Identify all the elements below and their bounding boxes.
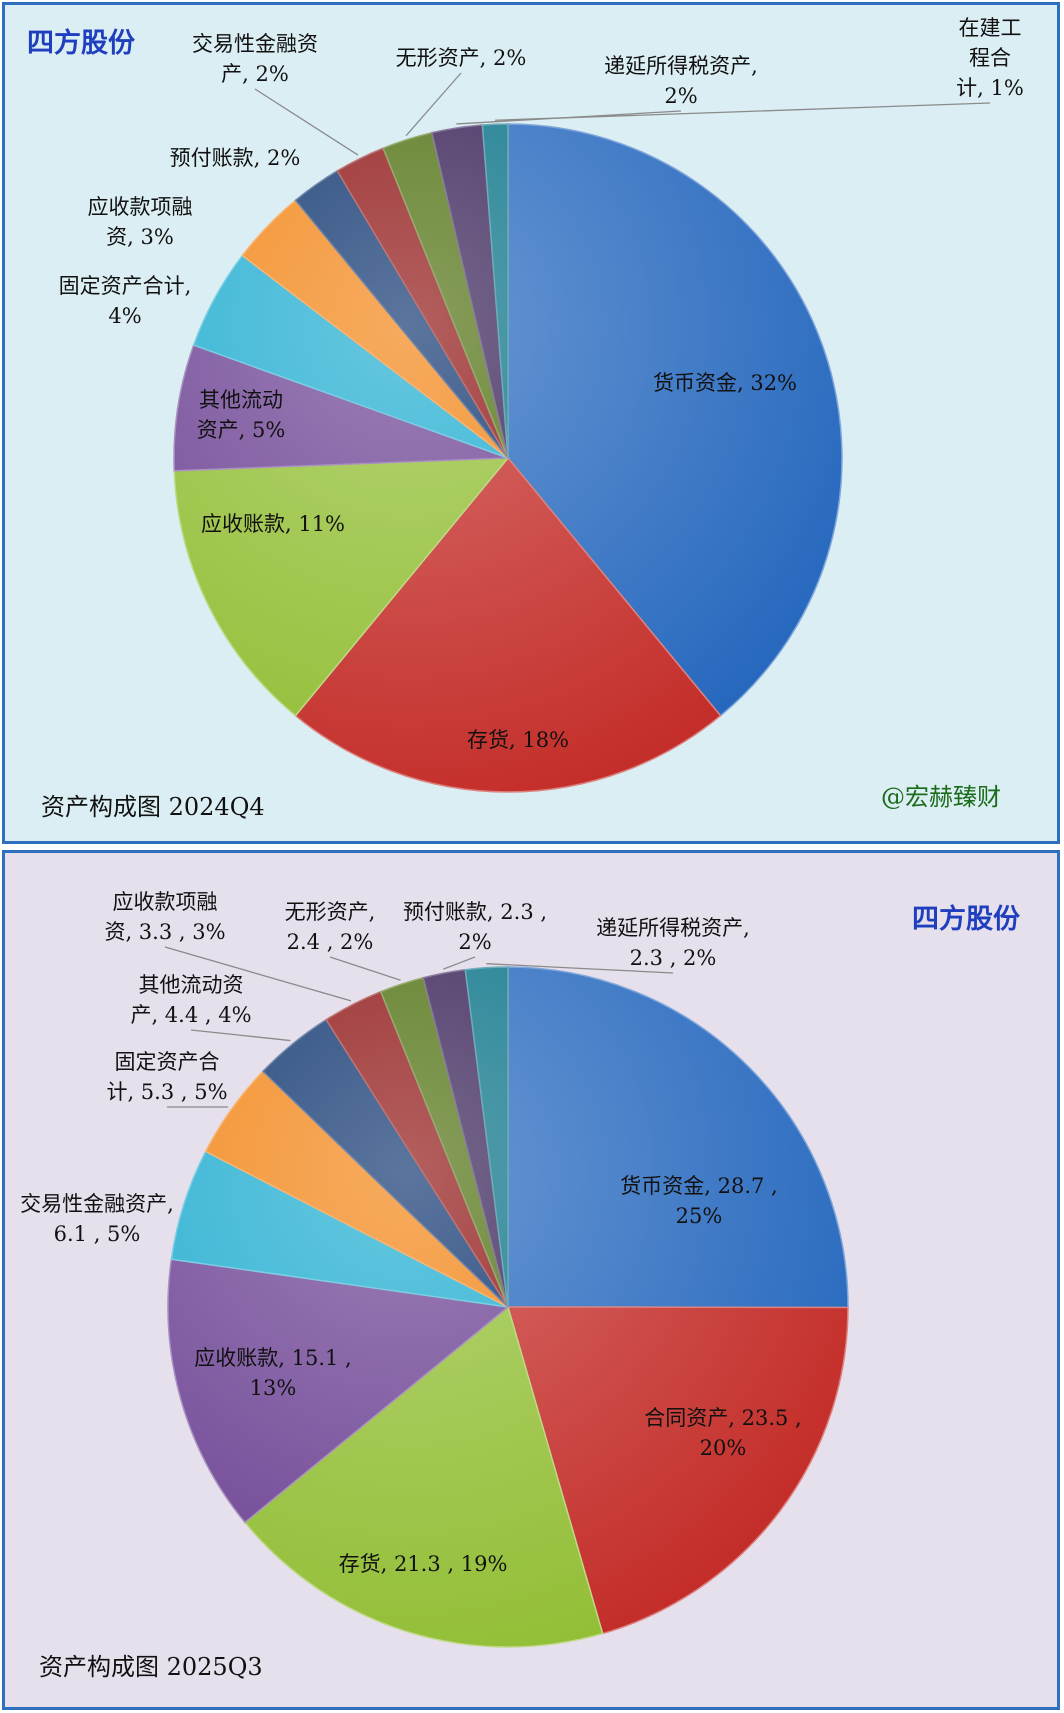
slice-label-line: 20% (700, 1436, 747, 1460)
slice-label-line: 固定资产合 (115, 1050, 220, 1074)
slice-label: 递延所得税资产, 2% (604, 54, 758, 108)
leader-line (190, 1029, 291, 1042)
slice-label-line: 计, 1% (956, 76, 1024, 100)
slice-label: 存货, 21.3 , 19% (339, 1552, 508, 1576)
slice-label-line: 交易性金融资产, (20, 1192, 174, 1216)
slice-label: 在建工程合计, 1% (956, 16, 1024, 100)
slice-2 (507, 1306, 849, 1635)
pie-chart-2025q3: 货币资金, 28.7 , 25% 合同资产, 23.5 , 20% 存货, 21.3 ,… (20, 890, 849, 1648)
chart-panel-2025q3: 四方股份 货币资金, 28.7 , 25% 合同资产, 23.5 , 20% 存货, 2… (2, 850, 1060, 1710)
chart-caption: 资产构成图 2025Q3 (39, 1653, 263, 1681)
slice-label: 递延所得税资产, 2.3 , 2% (596, 916, 750, 970)
pie-slices (173, 123, 843, 793)
slice-label: 应收账款, 15.1 , 13% (194, 1346, 351, 1400)
slice-label: 固定资产合计, 4% (59, 274, 192, 328)
slice-label: 合同资产, 23.5 , 20% (644, 1406, 801, 1460)
slice-labels: 货币资金, 32% 存货, 18% 应收账款, 11% 其他流动资产, 5% 固定资产合… (59, 16, 1024, 752)
pie-chart-2024q4: 货币资金, 32% 存货, 18% 应收账款, 11% 其他流动资产, 5% 固定资产合… (59, 16, 1024, 793)
watermark: @宏赫臻财 (881, 783, 1001, 811)
slice-3 (243, 1305, 604, 1648)
leader-lines (164, 946, 674, 1108)
slice-label: 交易性金融资产, 6.1 , 5% (20, 1192, 174, 1246)
slice-label: 固定资产合计, 5.3 , 5% (106, 1050, 227, 1104)
slice-label-line: 固定资产合计, (59, 274, 192, 298)
slice-1 (507, 123, 843, 717)
slice-label-line: 递延所得税资产, (596, 916, 750, 940)
slice-11 (481, 123, 509, 459)
slice-label: 存货, 18% (467, 728, 569, 752)
leader-line (254, 88, 359, 156)
brand-title: 四方股份 (27, 28, 135, 59)
slice-label-line: 在建工 (959, 16, 1022, 40)
slice-label-line: 预付账款, 2% (170, 146, 301, 170)
slice-label: 其他流动资产, 4.4 , 4% (130, 973, 251, 1027)
slice-label-line: 资, 3% (106, 225, 174, 249)
slice-label-line: 6.1 , 5% (54, 1222, 141, 1246)
slice-label-line: 计, 5.3 , 5% (106, 1080, 227, 1104)
chart-panel-2024q4: 四方股份 货币资金, 32% 存货, 18% 应收账款, 11% 其他流动资产, 5%… (2, 2, 1060, 844)
pie-slices (167, 966, 849, 1648)
slice-label: 交易性金融资产, 2% (192, 32, 318, 86)
slice-label-line: 交易性金融资 (192, 32, 318, 56)
slice-label-line: 25% (676, 1204, 723, 1228)
slice-label-line: 产, 2% (221, 62, 289, 86)
slice-label-line: 其他流动资 (139, 973, 244, 997)
slice-label-line: 2.4 , 2% (287, 930, 374, 954)
slice-label: 预付账款, 2% (170, 146, 301, 170)
slice-label: 预付账款, 2.3 , 2% (403, 900, 547, 954)
slice-label-line: 应收款项融 (88, 195, 193, 219)
slice-label-line: 应收账款, 15.1 , (194, 1346, 351, 1370)
slice-label-line: 4% (108, 304, 141, 328)
slice-label-line: 合同资产, 23.5 , (644, 1406, 801, 1430)
leader-line (486, 963, 674, 974)
slice-4 (167, 1258, 510, 1524)
slice-label-line: 货币资金, 28.7 , (620, 1174, 777, 1198)
slice-label-line: 2% (458, 930, 491, 954)
slice-label-line: 产, 4.4 , 4% (130, 1003, 251, 1027)
slice-label-line: 存货, 21.3 , 19% (339, 1552, 508, 1576)
slice-label-line: 存货, 18% (467, 728, 569, 752)
slice-4 (173, 344, 509, 472)
slice-11 (464, 966, 509, 1308)
slice-label-line: 货币资金, 32% (653, 371, 797, 395)
slice-label-line: 递延所得税资产, (604, 54, 758, 78)
slice-3 (173, 457, 510, 717)
leader-line (495, 102, 991, 121)
slice-label-line: 无形资产, 2% (396, 46, 527, 70)
slice-labels: 货币资金, 28.7 , 25% 合同资产, 23.5 , 20% 存货, 21.3 ,… (20, 890, 802, 1576)
slice-label: 应收账款, 11% (201, 512, 345, 536)
slice-label-line: 其他流动 (199, 388, 283, 412)
slice-label-line: 应收款项融 (113, 890, 218, 914)
slice-label-line: 资, 3.3 , 3% (104, 920, 225, 944)
slice-label-line: 资产, 5% (197, 418, 286, 442)
slice-label-line: 程合 (969, 46, 1011, 70)
chart-caption: 资产构成图 2024Q4 (41, 793, 265, 821)
slice-1 (507, 966, 849, 1309)
slice-2 (294, 456, 722, 793)
slice-label-line: 2.3 , 2% (630, 946, 717, 970)
slice-label-line: 应收账款, 11% (201, 512, 345, 536)
slice-label: 应收款项融资, 3% (88, 195, 193, 249)
slice-label: 无形资产, 2.4 , 2% (285, 900, 376, 954)
slice-label-line: 2% (664, 84, 697, 108)
slice-label-line: 无形资产, (285, 900, 376, 924)
slice-label-line: 预付账款, 2.3 , (403, 900, 547, 924)
slice-label: 其他流动资产, 5% (197, 388, 286, 442)
leader-line (329, 956, 401, 981)
leader-line (443, 956, 476, 970)
leader-line (405, 72, 462, 137)
slice-label: 货币资金, 28.7 , 25% (620, 1174, 777, 1228)
brand-title: 四方股份 (912, 904, 1020, 935)
slice-label-line: 13% (250, 1376, 297, 1400)
slice-label: 货币资金, 32% (653, 371, 797, 395)
slice-label: 应收款项融资, 3.3 , 3% (104, 890, 225, 944)
slice-label: 无形资产, 2% (396, 46, 527, 70)
leader-line (164, 946, 352, 1002)
leader-lines (254, 72, 991, 156)
